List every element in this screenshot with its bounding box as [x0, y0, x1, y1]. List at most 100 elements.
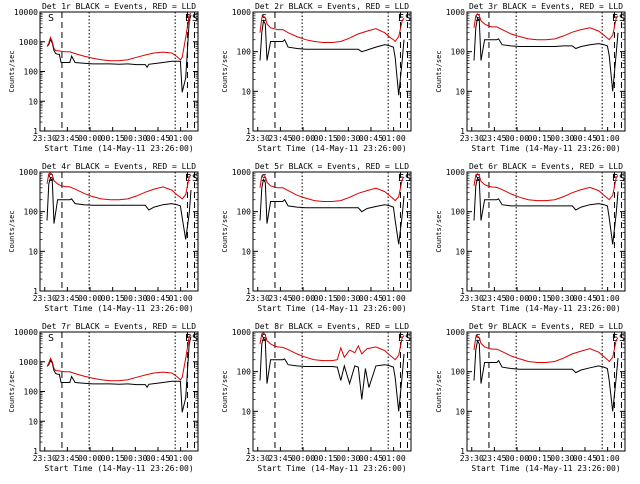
segment-marker-label: S [405, 173, 411, 184]
y-tick-label: 10 [241, 87, 251, 96]
segment-marker-label: S [192, 173, 198, 184]
x-axis-label: Start Time (14-May-11 23:26:00) [471, 304, 620, 313]
x-tick-label: 23:45 [55, 294, 79, 303]
y-tick-label: 1 [246, 287, 251, 296]
series-line-lld [46, 334, 192, 382]
x-tick-label: 00:45 [146, 134, 170, 143]
x-axis-label: Start Time (14-May-11 23:26:00) [471, 144, 620, 153]
plot-frame [252, 11, 412, 132]
segment-marker-label: S [475, 333, 481, 344]
x-tick-label: 00:15 [528, 294, 552, 303]
y-tick-label: 1 [246, 447, 251, 456]
chart-title: Det 3r BLACK = Events, RED = LLD [469, 2, 623, 11]
y-tick-label: 10 [241, 407, 251, 416]
y-tick-label: 1000 [19, 168, 38, 177]
series-line-events [46, 176, 192, 240]
y-tick-label: 1000 [232, 168, 251, 177]
y-axis-label: Counts/sec [221, 210, 229, 252]
y-tick-label: 100 [24, 388, 39, 397]
y-axis-label: Counts/sec [8, 370, 16, 412]
segment-marker-label: S [192, 333, 198, 344]
series-line-events [46, 14, 192, 93]
x-tick-label: 00:00 [78, 294, 102, 303]
chart-panel: Det 7r BLACK = Events, RED = LLD 1 10 100 10… [8, 322, 199, 473]
x-tick-label: 00:30 [550, 454, 574, 463]
y-tick-label: 100 [24, 68, 39, 77]
series-line-events [473, 176, 619, 245]
x-tick-label: 23:45 [268, 454, 292, 463]
y-tick-label: 1000 [446, 168, 465, 177]
y-tick-label: 1000 [446, 328, 465, 337]
plot-frame [466, 171, 626, 292]
y-tick-label: 10 [28, 247, 38, 256]
x-tick-label: 00:00 [291, 294, 315, 303]
chart-title: Det 7r BLACK = Events, RED = LLD [42, 322, 196, 331]
segment-marker-label: S [405, 333, 411, 344]
y-tick-label: 10000 [14, 328, 38, 337]
segment-marker-label: S [619, 13, 625, 24]
y-axis-label: Counts/sec [8, 210, 16, 252]
x-tick-label: 01:00 [382, 134, 406, 143]
x-tick-label: 23:30 [246, 134, 270, 143]
x-tick-label: 00:45 [359, 134, 383, 143]
plot-frame [252, 331, 412, 452]
x-axis-label: Start Time (14-May-11 23:26:00) [44, 144, 193, 153]
x-tick-label: 01:00 [382, 454, 406, 463]
x-tick-label: 00:30 [550, 134, 574, 143]
x-tick-label: 00:30 [550, 294, 574, 303]
y-tick-label: 100 [451, 48, 466, 57]
x-tick-label: 23:30 [246, 294, 270, 303]
y-tick-label: 1 [33, 447, 38, 456]
series-line-lld [473, 335, 619, 363]
x-tick-label: 00:45 [359, 294, 383, 303]
series-line-lld [46, 13, 192, 62]
segment-marker-label: E [612, 13, 618, 24]
x-tick-label: 00:15 [528, 454, 552, 463]
series-line-lld [473, 173, 619, 202]
x-tick-label: 01:00 [596, 134, 620, 143]
x-tick-label: 00:00 [505, 454, 529, 463]
x-tick-label: 23:45 [268, 294, 292, 303]
x-tick-label: 00:45 [146, 454, 170, 463]
y-tick-label: 1 [460, 127, 465, 136]
y-tick-label: 1000 [446, 8, 465, 17]
x-tick-label: 01:00 [382, 294, 406, 303]
segment-marker-label: E [185, 173, 191, 184]
segment-marker-label: S [261, 13, 267, 24]
y-tick-label: 10 [28, 417, 38, 426]
x-axis-label: Start Time (14-May-11 23:26:00) [257, 304, 406, 313]
x-tick-label: 23:30 [460, 134, 484, 143]
series-line-lld [259, 174, 405, 202]
segment-marker-label: S [48, 13, 54, 24]
y-tick-label: 10000 [14, 8, 38, 17]
x-axis-label: Start Time (14-May-11 23:26:00) [471, 464, 620, 473]
y-tick-label: 1 [460, 287, 465, 296]
chart-panel: Det 4r BLACK = Events, RED = LLD 1 10 100 10… [8, 162, 199, 313]
x-tick-label: 00:30 [123, 134, 147, 143]
x-tick-label: 01:00 [169, 134, 193, 143]
x-tick-label: 00:30 [336, 134, 360, 143]
y-tick-label: 1000 [19, 358, 38, 367]
y-tick-label: 100 [237, 368, 252, 377]
y-tick-label: 1000 [232, 8, 251, 17]
series-line-events [473, 16, 619, 92]
x-tick-label: 00:15 [528, 134, 552, 143]
x-tick-label: 00:00 [505, 294, 529, 303]
chart-title: Det 6r BLACK = Events, RED = LLD [469, 162, 623, 171]
y-tick-label: 100 [237, 48, 252, 57]
segment-marker-label: E [185, 333, 191, 344]
segment-marker-label: S [405, 13, 411, 24]
segment-marker-label: S [48, 333, 54, 344]
x-tick-label: 23:45 [268, 134, 292, 143]
series-line-events [259, 19, 405, 96]
y-tick-label: 10 [455, 87, 465, 96]
x-tick-label: 00:00 [78, 454, 102, 463]
x-tick-label: 23:45 [55, 454, 79, 463]
segment-marker-label: E [185, 13, 191, 24]
x-tick-label: 23:30 [33, 294, 57, 303]
x-tick-label: 01:00 [596, 294, 620, 303]
x-tick-label: 23:45 [55, 134, 79, 143]
chart-panel: Det 8r BLACK = Events, RED = LLD 1 10 100 10… [221, 322, 412, 473]
y-tick-label: 100 [451, 368, 466, 377]
